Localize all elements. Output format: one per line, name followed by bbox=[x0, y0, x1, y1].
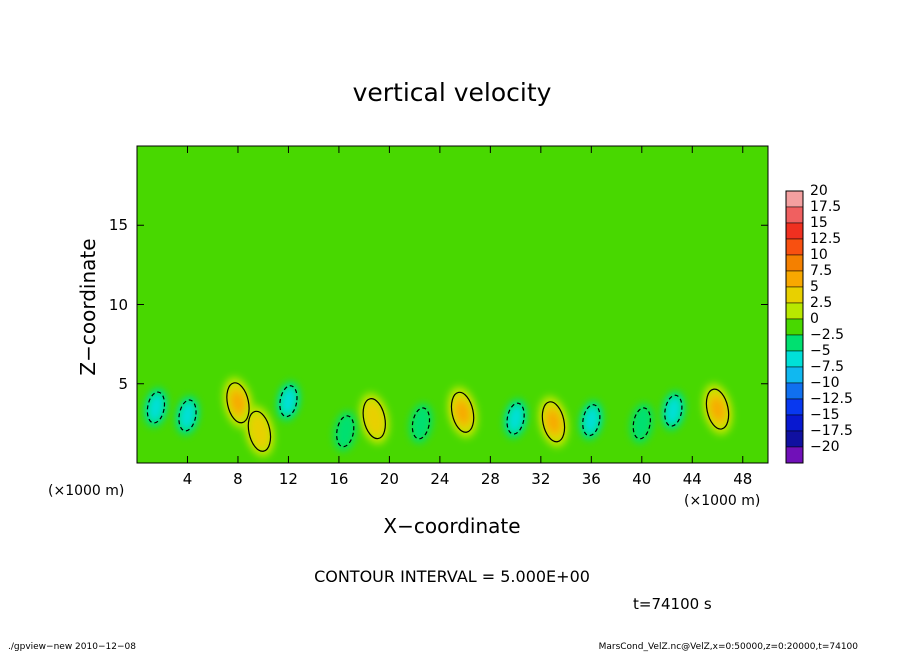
colorbar-label: −15 bbox=[810, 407, 840, 423]
colorbar-swatch bbox=[785, 238, 804, 256]
x-tick-label: 44 bbox=[682, 470, 702, 488]
footer-source: MarsCond_VelZ.nc@VelZ,x=0:50000,z=0:2000… bbox=[598, 642, 858, 652]
colorbar-label: 15 bbox=[810, 215, 828, 231]
contour-line-5 bbox=[705, 388, 730, 430]
contour-line-8 bbox=[279, 385, 298, 418]
colorbar-swatch bbox=[785, 446, 804, 464]
colorbar-label: −7.5 bbox=[810, 359, 844, 375]
footer-program: ./gpview−new 2010−12−08 bbox=[8, 642, 136, 652]
colorbar-label: 5 bbox=[810, 279, 819, 295]
colorbar-swatch bbox=[785, 382, 804, 400]
updraft-4 bbox=[538, 396, 569, 448]
colorbar-swatch bbox=[785, 206, 804, 224]
colorbar-swatch bbox=[785, 350, 804, 368]
x-tick-label: 32 bbox=[531, 470, 551, 488]
x-tick-label: 48 bbox=[733, 470, 753, 488]
x-tick-label: 8 bbox=[233, 470, 243, 488]
contour-line-0 bbox=[226, 382, 250, 424]
updraft-3 bbox=[447, 386, 478, 438]
contour-line-1 bbox=[247, 410, 272, 452]
colorbar-swatch bbox=[785, 398, 804, 416]
x-tick-label: 12 bbox=[278, 470, 298, 488]
time-note: t=74100 s bbox=[633, 595, 712, 613]
contour-line-3 bbox=[450, 391, 475, 433]
colorbar-swatch bbox=[785, 222, 804, 240]
colorbar-label: 12.5 bbox=[810, 231, 842, 247]
colorbar-label: −2.5 bbox=[810, 327, 844, 343]
chart-title: vertical velocity bbox=[352, 78, 552, 107]
colorbar-label: 0 bbox=[810, 311, 819, 327]
x-tick-label: 24 bbox=[430, 470, 450, 488]
colorbar-frame bbox=[785, 190, 804, 464]
x-tick-label: 20 bbox=[379, 470, 399, 488]
x-axis-label: X−coordinate bbox=[383, 514, 521, 538]
contour-line-4 bbox=[541, 401, 566, 443]
x-tick-label: 36 bbox=[581, 470, 601, 488]
colorbar-label: −17.5 bbox=[810, 423, 853, 439]
colorbar-swatch bbox=[785, 318, 804, 336]
contour-line-6 bbox=[146, 391, 166, 424]
updraft-0 bbox=[223, 377, 253, 429]
y-tick-label: 5 bbox=[118, 374, 128, 393]
updraft-1 bbox=[244, 405, 275, 457]
colorbar-swatch bbox=[785, 414, 804, 432]
colorbar-label: 17.5 bbox=[810, 199, 842, 215]
x-tick-label: 16 bbox=[329, 470, 349, 488]
updraft-2 bbox=[359, 393, 389, 445]
contour-interval-note: CONTOUR INTERVAL = 5.000E+00 bbox=[314, 567, 590, 586]
colorbar-swatch bbox=[785, 190, 804, 208]
x-unit-label-right: (×1000 m) bbox=[684, 493, 761, 509]
colorbar-label: −5 bbox=[810, 343, 831, 359]
x-tick-label: 28 bbox=[480, 470, 500, 488]
updraft-5 bbox=[702, 383, 733, 435]
colorbar-swatch bbox=[785, 302, 804, 320]
x-tick-label: 40 bbox=[632, 470, 652, 488]
colorbar-swatch bbox=[785, 334, 804, 352]
contour-line-9 bbox=[336, 415, 355, 448]
colorbar-swatch bbox=[785, 430, 804, 448]
colorbar-swatch bbox=[785, 286, 804, 304]
colorbar-label: 7.5 bbox=[810, 263, 833, 279]
contour-line-7 bbox=[178, 399, 197, 432]
x-unit-label-left: (×1000 m) bbox=[48, 483, 125, 499]
x-tick-label: 4 bbox=[182, 470, 193, 488]
colorbar-label: −12.5 bbox=[810, 391, 853, 407]
contour-line-2 bbox=[362, 398, 386, 440]
y-tick-label: 10 bbox=[108, 295, 128, 314]
colorbar-label: −10 bbox=[810, 375, 840, 391]
colorbar-swatch bbox=[785, 366, 804, 384]
contour-line-10 bbox=[411, 407, 431, 440]
colorbar-swatch bbox=[785, 254, 804, 272]
y-tick-label: 15 bbox=[108, 216, 128, 235]
colorbar-label: −20 bbox=[810, 439, 840, 455]
colorbar-label: 2.5 bbox=[810, 295, 833, 311]
colorbar-label: 10 bbox=[810, 247, 828, 263]
colorbar-label: 20 bbox=[810, 183, 828, 199]
colorbar-swatch bbox=[785, 270, 804, 288]
